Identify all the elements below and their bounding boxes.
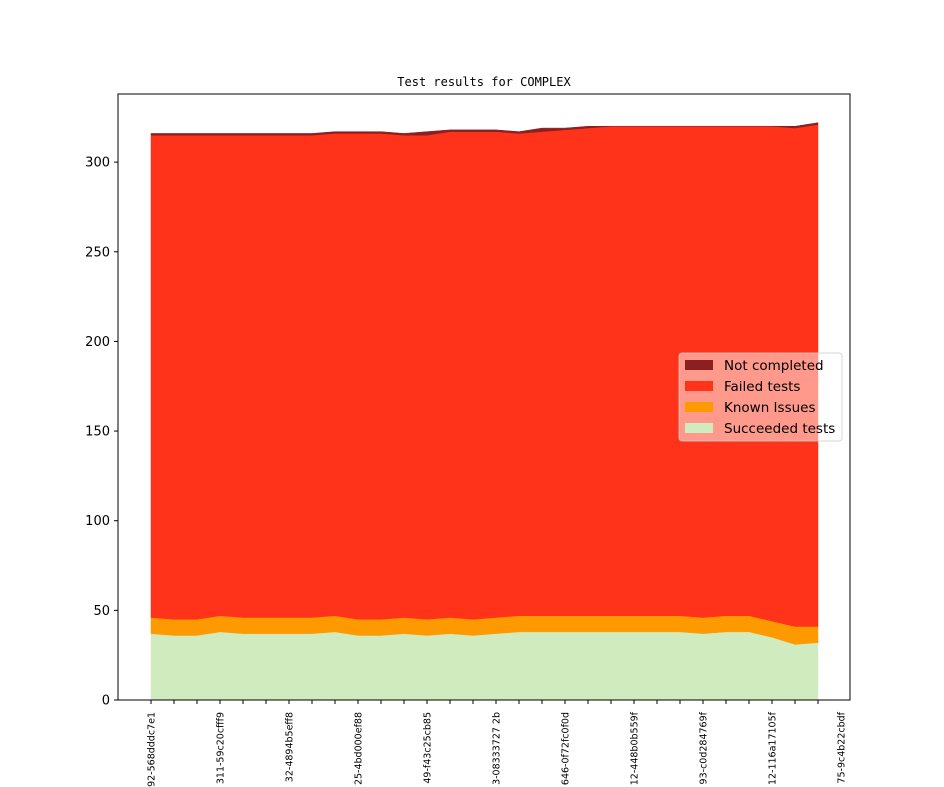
y-tick-label: 250 — [85, 245, 110, 260]
x-tick-label: 49-f43c25cb85 — [423, 712, 434, 784]
legend-swatch — [685, 402, 713, 412]
x-tick-label: 25-4bd000ef88 — [354, 712, 365, 785]
x-axis: 92-568dddc7e1 311-59c20cfff9 32-4894b5eff8… — [147, 700, 848, 787]
legend-label: Known Issues — [724, 400, 816, 416]
y-tick-label: 0 — [102, 694, 110, 709]
plot-frame — [117, 93, 851, 701]
legend-swatch — [685, 423, 713, 433]
legend-label: Failed tests — [724, 379, 800, 395]
x-tick-label: 32-4894b5eff8 — [285, 712, 296, 782]
y-axis: 0 50 100 150 200 250 300 — [85, 156, 118, 709]
series-area-3 — [150, 122, 819, 136]
x-tick-label: 92-568dddc7e1 — [147, 712, 158, 787]
y-tick-label: 100 — [85, 514, 110, 529]
y-tick-label: 300 — [85, 156, 110, 171]
x-tick-label: 12-448b0b559f — [630, 711, 641, 785]
y-tick-label: 50 — [93, 604, 110, 619]
legend-label: Succeeded tests — [724, 421, 835, 437]
x-tick-label: 75-9c4b22cbdf — [837, 711, 848, 783]
legend: Not completed Failed tests Known Issues Suc… — [678, 352, 843, 442]
legend-swatch — [685, 360, 713, 370]
area-layers — [150, 122, 819, 701]
x-tick-label: 3-08333727 2b — [492, 712, 503, 785]
series-area-0 — [150, 631, 819, 701]
legend-swatch — [685, 381, 713, 391]
x-tick-label: 311-59c20cfff9 — [216, 712, 227, 784]
x-tick-label: 12-116a17105f — [768, 711, 779, 785]
chart-title: Test results for COMPLEX — [397, 75, 571, 89]
legend-label: Not completed — [724, 358, 824, 374]
y-tick-label: 150 — [85, 425, 110, 440]
x-tick-label: 646-0f72fc0f0d — [561, 712, 572, 785]
legend-box — [678, 352, 843, 442]
x-tick-label: 93-c0d284769f — [699, 711, 710, 784]
y-tick-label: 200 — [85, 335, 110, 350]
